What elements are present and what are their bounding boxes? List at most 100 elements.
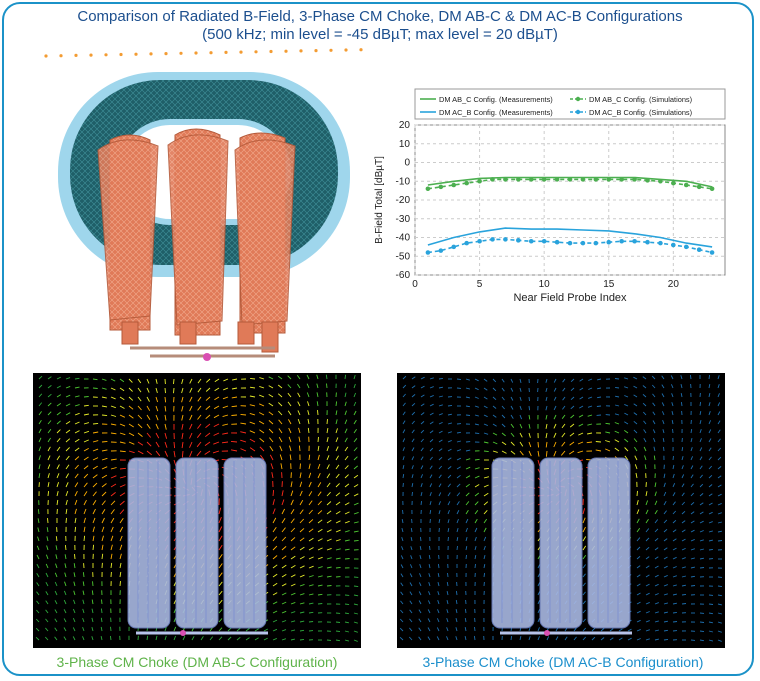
decor-dot: [299, 49, 303, 53]
data-point: [580, 240, 586, 246]
terminals: [121, 321, 279, 353]
decor-dot: [239, 50, 243, 54]
data-point: [425, 186, 431, 192]
data-point: [541, 177, 547, 182]
data-point: [683, 182, 689, 188]
data-point: [619, 177, 624, 182]
data-point: [425, 250, 431, 255]
x-axis-label: Near Field Probe Index: [513, 292, 627, 304]
data-point: [619, 238, 624, 244]
legend-marker: [575, 96, 581, 102]
legend-entry: DM AC_B Config. (Measurements): [439, 108, 553, 117]
y-tick-label: -30: [396, 214, 411, 225]
lead-wires: [130, 346, 275, 358]
decor-dot: [119, 52, 123, 57]
decor-dot: [254, 50, 258, 54]
data-point: [567, 240, 573, 246]
choke-overlay: [491, 457, 632, 636]
x-tick-label: 0: [412, 279, 418, 290]
data-point: [554, 239, 560, 245]
decor-dot: [359, 48, 363, 52]
caption-ab-c: 3-Phase CM Choke (DM AB-C Configuration): [56, 654, 338, 670]
data-point: [503, 177, 508, 182]
decor-dot: [344, 48, 348, 52]
feed-port: [544, 630, 550, 636]
winding-c: [234, 132, 296, 334]
winding-overlay: [587, 457, 631, 629]
y-tick-label: -10: [396, 176, 411, 187]
page-title: Comparison of Radiated B-Field, 3-Phase …: [0, 8, 760, 44]
x-tick-label: 5: [477, 279, 483, 290]
data-point: [645, 239, 650, 245]
decor-dot: [269, 49, 273, 54]
winding-overlay: [491, 457, 535, 629]
data-point: [490, 177, 495, 182]
title-line-1: Comparison of Radiated B-Field, 3-Phase …: [77, 8, 683, 25]
winding-b: [167, 128, 229, 336]
decorative-dots: [44, 48, 363, 58]
data-point: [709, 250, 715, 255]
y-axis-label: B-Field Total [dBµT]: [374, 156, 385, 244]
data-point: [671, 242, 676, 248]
data-point: [696, 184, 702, 190]
x-tick-label: 15: [603, 279, 615, 290]
data-point: [516, 177, 521, 182]
chart-ticks: 0 5 10 15 20 20 10 0 -10 -20 -30 -40 -50 -60: [396, 120, 680, 290]
decor-dot: [44, 54, 48, 58]
decor-dot: [164, 52, 168, 56]
data-point: [528, 238, 534, 244]
data-point: [671, 180, 676, 186]
data-point: [516, 238, 521, 243]
x-tick-label: 10: [539, 279, 551, 290]
decor-dot: [74, 53, 78, 57]
decor-dot: [104, 53, 108, 57]
data-point: [490, 237, 495, 242]
chart-legend: DM AB_C Config. (Measurements) DM AC_B Co…: [414, 88, 726, 120]
decor-dot: [194, 51, 198, 55]
decor-dot: [224, 50, 228, 54]
data-point: [632, 238, 637, 244]
y-tick-label: -60: [396, 270, 411, 281]
data-point: [593, 177, 599, 182]
caption-ac-b: 3-Phase CM Choke (DM AC-B Configuration): [422, 654, 704, 670]
y-tick-label: -20: [396, 195, 411, 206]
data-point: [528, 177, 534, 182]
feed-port: [203, 353, 211, 361]
winding-overlay: [223, 457, 267, 629]
data-point: [554, 177, 560, 182]
data-point: [438, 248, 444, 253]
legend-box: [414, 88, 726, 120]
legend-marker: [575, 109, 581, 115]
decor-dot: [89, 53, 93, 57]
legend-entry: DM AC_B Config. (Simulations): [589, 108, 692, 117]
data-point: [438, 184, 444, 190]
y-tick-label: -50: [396, 251, 411, 262]
data-point: [632, 177, 637, 182]
winding-overlay: [127, 457, 171, 629]
winding-overlay: [175, 457, 219, 629]
data-point: [477, 238, 482, 244]
data-point: [477, 178, 482, 184]
data-point: [696, 247, 702, 252]
field-plot-ac-b: [397, 373, 725, 648]
data-point: [503, 237, 508, 242]
data-point: [645, 178, 650, 183]
data-point: [658, 178, 663, 184]
feed-port: [180, 630, 186, 636]
data-point: [451, 182, 457, 188]
y-tick-label: -40: [396, 233, 411, 244]
data-point: [567, 177, 573, 182]
y-tick-label: 20: [399, 120, 411, 131]
decor-dot: [314, 49, 318, 53]
data-point: [541, 238, 547, 244]
data-point: [580, 177, 586, 182]
y-tick-label: 0: [404, 158, 410, 169]
x-tick-label: 20: [668, 279, 680, 290]
decor-dot: [209, 51, 213, 55]
data-point: [593, 240, 599, 246]
title-line-2: (500 kHz; min level = -45 dBµT; max leve…: [202, 26, 558, 43]
choke-3d-model: [58, 72, 350, 361]
data-point: [709, 186, 715, 192]
data-point: [683, 244, 689, 250]
outer-frame: [2, 2, 754, 676]
